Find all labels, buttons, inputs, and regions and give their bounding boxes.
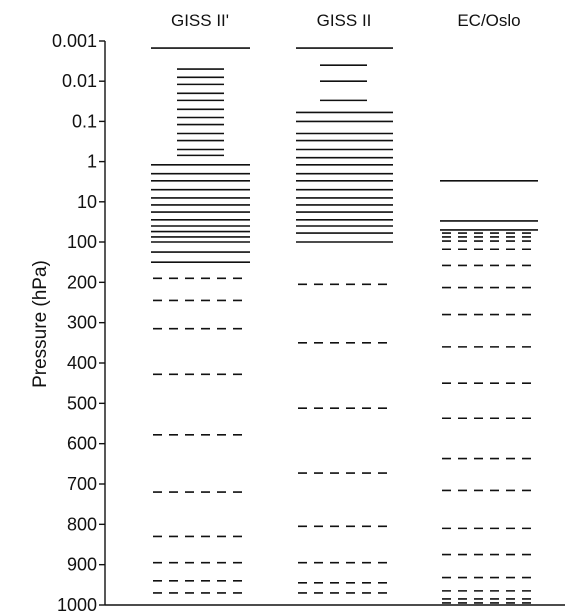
column-levels [296, 47, 393, 594]
column-title: GISS II [317, 11, 372, 30]
y-tick-label: 0.01 [62, 71, 97, 91]
y-tick-label: 600 [67, 434, 97, 454]
y-tick-label: 0.1 [72, 111, 97, 131]
y-tick-label: 100 [67, 232, 97, 252]
column-title: GISS II' [171, 11, 229, 30]
column-levels [151, 47, 250, 594]
y-tick-label: 700 [67, 474, 97, 494]
y-tick-label: 10 [77, 192, 97, 212]
column-levels [440, 179, 538, 604]
y-tick-label: 1000 [57, 595, 97, 613]
level-lines [151, 47, 538, 604]
y-tick-label: 300 [67, 313, 97, 333]
y-axis-title: Pressure (hPa) [30, 260, 51, 388]
y-tick-label: 1 [87, 152, 97, 172]
y-tick-label: 0.001 [52, 31, 97, 51]
y-tick-label: 400 [67, 353, 97, 373]
y-tick-label: 800 [67, 514, 97, 534]
y-tick-label: 900 [67, 555, 97, 575]
y-axis: 0.001 0.01 0.1 1 10 100 200 300 400 500 600 700 800 9… [52, 31, 565, 613]
y-tick-label: 200 [67, 272, 97, 292]
column-title: EC/Oslo [457, 11, 520, 30]
y-tick-label: 500 [67, 393, 97, 413]
column-titles: GISS II' GISS II EC/Oslo [171, 11, 521, 30]
